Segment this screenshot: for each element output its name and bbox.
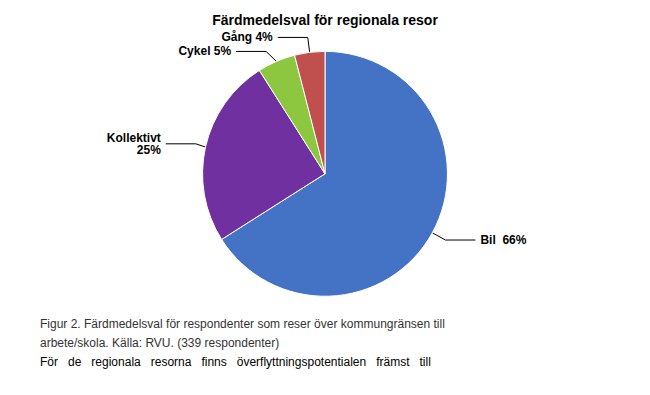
svg-text:Bil 66%: Bil 66% [480, 233, 526, 247]
svg-text:Cykel 5%: Cykel 5% [178, 44, 231, 58]
svg-text:Figur 2. Färdmedelsval för res: Figur 2. Färdmedelsval för respondenter … [40, 317, 445, 331]
svg-text:Gång 4%: Gång 4% [221, 30, 273, 44]
svg-text:Färdmedelsval för regionala re: Färdmedelsval för regionala resor [212, 12, 438, 28]
svg-text:arbete/skola. Källa: RVU. (339: arbete/skola. Källa: RVU. (339 responden… [40, 336, 279, 350]
svg-text:Kollektivt: Kollektivt [106, 130, 161, 145]
svg-text:För de regionala resorna: För de regionala resorna finns överflytt… [40, 355, 431, 369]
svg-text:25%: 25% [137, 143, 161, 157]
